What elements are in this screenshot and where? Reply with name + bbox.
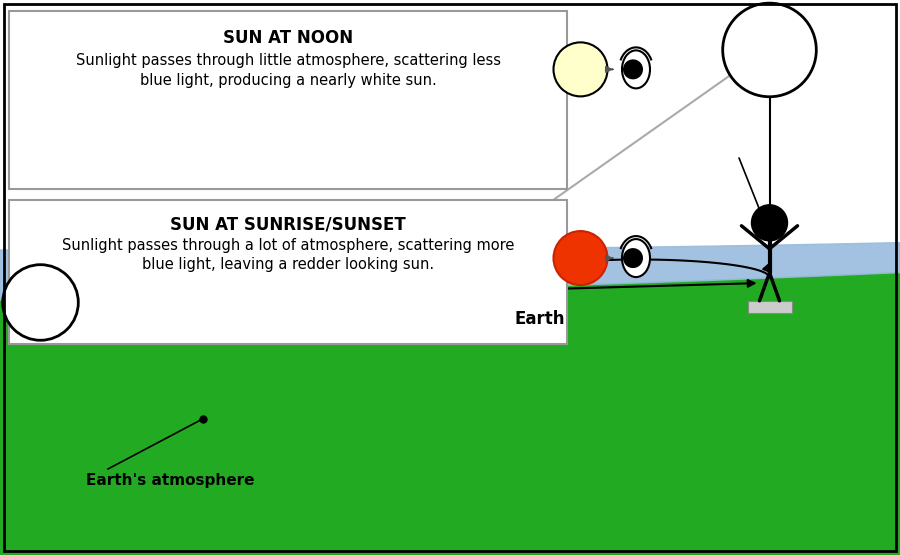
Circle shape bbox=[623, 59, 643, 79]
Circle shape bbox=[752, 205, 788, 241]
Circle shape bbox=[554, 42, 608, 97]
Text: Sunlight passes through a lot of atmosphere, scattering more: Sunlight passes through a lot of atmosph… bbox=[62, 238, 514, 253]
Text: Earth: Earth bbox=[515, 310, 565, 328]
Circle shape bbox=[3, 265, 78, 340]
Ellipse shape bbox=[622, 239, 650, 277]
Circle shape bbox=[623, 248, 643, 268]
FancyBboxPatch shape bbox=[9, 11, 567, 189]
Ellipse shape bbox=[622, 51, 650, 88]
Circle shape bbox=[554, 231, 608, 285]
Text: SUN AT SUNRISE/SUNSET: SUN AT SUNRISE/SUNSET bbox=[170, 216, 406, 234]
FancyBboxPatch shape bbox=[748, 301, 791, 313]
Text: SUN AT NOON: SUN AT NOON bbox=[223, 29, 353, 47]
Text: blue light, producing a nearly white sun.: blue light, producing a nearly white sun… bbox=[140, 73, 436, 88]
FancyBboxPatch shape bbox=[9, 200, 567, 344]
Text: blue light, leaving a redder looking sun.: blue light, leaving a redder looking sun… bbox=[142, 257, 434, 272]
Text: Sunlight passes through little atmosphere, scattering less: Sunlight passes through little atmospher… bbox=[76, 53, 500, 68]
Text: Earth's atmosphere: Earth's atmosphere bbox=[86, 472, 254, 488]
Circle shape bbox=[723, 3, 816, 97]
